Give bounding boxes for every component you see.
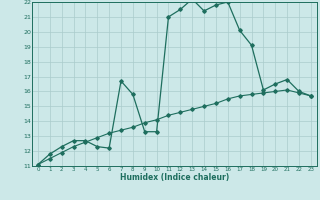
X-axis label: Humidex (Indice chaleur): Humidex (Indice chaleur) (120, 173, 229, 182)
